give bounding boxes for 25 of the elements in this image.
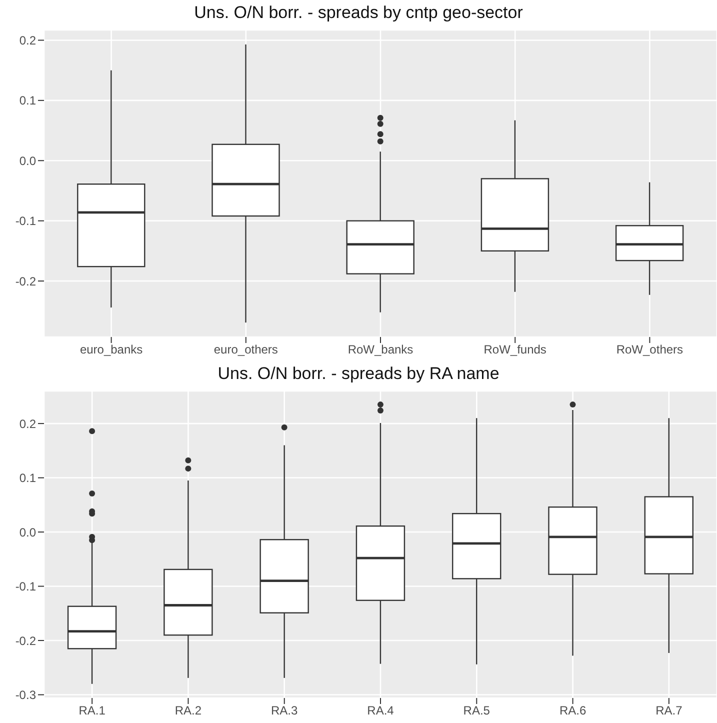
x-tick-label: RA.4 <box>367 704 394 718</box>
y-tick-label: -0.2 <box>15 274 36 288</box>
y-tick-label: -0.1 <box>15 214 36 228</box>
y-tick-label: -0.1 <box>15 580 36 594</box>
x-tick-label: RA.2 <box>174 704 202 718</box>
y-tick-label: 0.0 <box>19 525 36 540</box>
y-tick-label: 0.0 <box>19 154 36 168</box>
x-tick-label: RA.5 <box>463 704 490 718</box>
x-tick-label: RA.1 <box>78 704 106 718</box>
y-tick-label: 0.2 <box>19 416 36 431</box>
x-tick-label: RoW_others <box>616 342 684 357</box>
chart-title: Uns. O/N borr. - spreads by RA name <box>216 363 500 385</box>
x-tick-label: RoW_funds <box>484 342 546 357</box>
chart-title: Uns. O/N borr. - spreads by cntp geo-sector <box>193 2 524 24</box>
x-tick-label: euro_others <box>214 342 278 357</box>
y-tick-label: 0.1 <box>19 471 36 486</box>
x-tick-label: RoW_banks <box>348 342 414 357</box>
y-tick-label: -0.3 <box>15 688 36 702</box>
x-tick-label: RA.7 <box>656 704 683 718</box>
x-tick-label: RA.3 <box>271 704 298 718</box>
y-tick-label: -0.2 <box>15 634 36 648</box>
y-tick-label: 0.2 <box>19 33 36 48</box>
y-tick-label: 0.1 <box>19 94 36 108</box>
x-tick-label: euro_banks <box>80 342 143 357</box>
x-tick-label: RA.6 <box>559 704 586 718</box>
